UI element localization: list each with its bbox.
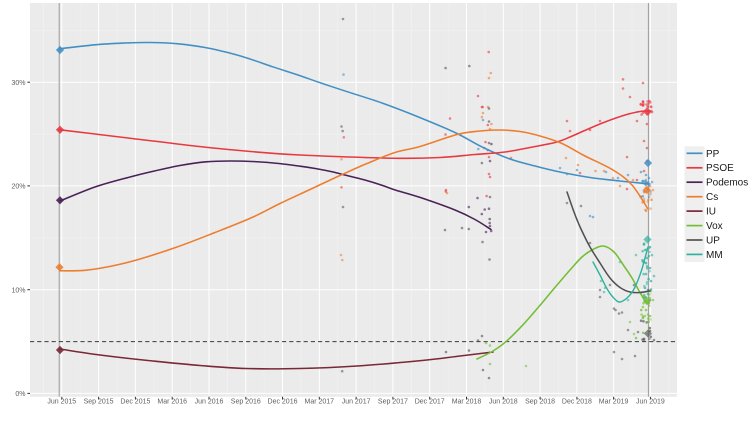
svg-text:PP: PP [706,149,720,160]
svg-text:Jun 2015: Jun 2015 [47,399,76,406]
svg-text:Jun 2016: Jun 2016 [195,399,224,406]
svg-text:Sep 2017: Sep 2017 [378,399,408,406]
svg-text:20%: 20% [11,184,25,191]
svg-text:Dec 2016: Dec 2016 [268,399,298,406]
svg-text:MM: MM [706,250,723,261]
svg-text:10%: 10% [11,287,25,294]
svg-text:Podemos: Podemos [706,178,748,189]
svg-text:Sep 2018: Sep 2018 [525,399,555,406]
svg-text:IU: IU [706,207,716,218]
svg-text:Jun 2019: Jun 2019 [636,399,665,406]
svg-text:Dec 2015: Dec 2015 [120,399,150,406]
svg-text:Mar 2016: Mar 2016 [157,399,187,406]
svg-text:Dec 2018: Dec 2018 [562,399,592,406]
svg-text:UP: UP [706,236,720,247]
svg-text:Vox: Vox [706,221,723,232]
svg-text:Dec 2017: Dec 2017 [415,399,445,406]
svg-text:Mar 2017: Mar 2017 [305,399,335,406]
svg-text:Cs: Cs [706,192,718,203]
svg-text:Sep 2015: Sep 2015 [84,399,114,406]
svg-text:Jun 2018: Jun 2018 [489,399,518,406]
svg-text:0%: 0% [15,391,25,398]
svg-text:PSOE: PSOE [706,163,734,174]
svg-text:Jun 2017: Jun 2017 [342,399,371,406]
svg-text:30%: 30% [11,80,25,87]
svg-text:Mar 2018: Mar 2018 [452,399,482,406]
svg-text:Sep 2016: Sep 2016 [231,399,261,406]
svg-text:Mar 2019: Mar 2019 [599,399,629,406]
